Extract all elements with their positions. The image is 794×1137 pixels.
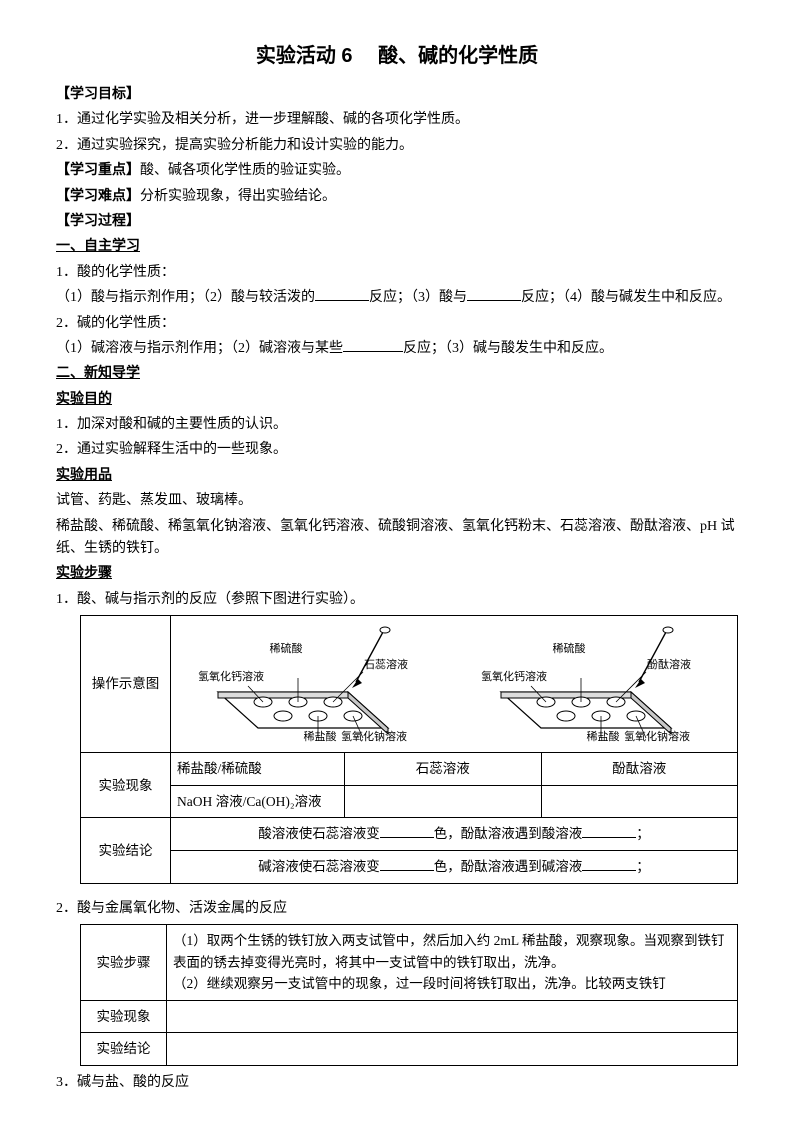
diag-label: 氢氧化钙溶液 bbox=[198, 669, 264, 683]
supplies-1: 试管、药匙、蒸发皿、玻璃棒。 bbox=[56, 490, 738, 512]
diag-label: 氢氧化钠溶液 bbox=[341, 729, 407, 743]
h2-text: 二、新知导学 bbox=[56, 366, 140, 381]
base-b: 反应；（3）碱与酸发生中和反应。 bbox=[403, 341, 613, 356]
cell-conclusion-label: 实验结论 bbox=[81, 1033, 167, 1066]
cell-litmus-header: 石蕊溶液 bbox=[345, 753, 542, 786]
supplies-2: 稀盐酸、稀硫酸、稀氢氧化钠溶液、氢氧化钙溶液、硫酸铜溶液、氢氧化钙粉末、石蕊溶液… bbox=[56, 516, 738, 561]
table-row: 操作示意图 bbox=[81, 616, 738, 753]
blank-fill[interactable] bbox=[582, 857, 636, 871]
blank-fill[interactable] bbox=[343, 338, 403, 352]
conc-b: 色，酚酞溶液遇到酸溶液 bbox=[434, 826, 583, 841]
diag-label: 酚酞溶液 bbox=[647, 657, 691, 671]
goal-item-1: 1．通过化学实验及相关分析，进一步理解酸、碱的各项化学性质。 bbox=[56, 109, 738, 131]
cell-step-content: （1）取两个生锈的铁钉放入两支试管中，然后加入约 2mL 稀盐酸，观察现象。当观… bbox=[167, 924, 738, 1000]
cell-phenomenon-label: 实验现象 bbox=[81, 1000, 167, 1033]
cell-phenomenon-label: 实验现象 bbox=[81, 753, 171, 818]
difficulty-text: 分析实验现象，得出实验结论。 bbox=[140, 189, 336, 204]
blank-fill[interactable] bbox=[315, 287, 369, 301]
base-properties: （1）碱溶液与指示剂作用；（2）碱溶液与某些 反应；（3）碱与酸发生中和反应。 bbox=[56, 338, 738, 360]
conc-f: ； bbox=[636, 859, 650, 874]
diagram-right-icon: 稀硫酸 氢氧化钙溶液 酚酞溶液 稀盐酸 氢氧化钠溶液 bbox=[471, 622, 721, 746]
document-page: 实验活动 6 酸、碱的化学性质 【学习目标】 1．通过化学实验及相关分析，进一步… bbox=[0, 0, 794, 1137]
conc-a: 酸溶液使石蕊溶液变 bbox=[258, 826, 380, 841]
diag-label: 稀盐酸 bbox=[586, 729, 619, 743]
exp-goal-1: 1．加深对酸和碱的主要性质的认识。 bbox=[56, 414, 738, 436]
diag-label: 氢氧化钠溶液 bbox=[624, 729, 690, 743]
new-knowledge-heading: 二、新知导学 bbox=[56, 363, 738, 385]
table-row: 实验现象 稀盐酸/稀硫酸 石蕊溶液 酚酞溶液 bbox=[81, 753, 738, 786]
table-row: 实验步骤 （1）取两个生锈的铁钉放入两支试管中，然后加入约 2mL 稀盐酸，观察… bbox=[81, 924, 738, 1000]
step-3: 3．碱与盐、酸的反应 bbox=[56, 1072, 738, 1094]
cell-acid-name: 稀盐酸/稀硫酸 bbox=[171, 753, 345, 786]
diag-label: 氢氧化钙溶液 bbox=[481, 669, 547, 683]
process-heading: 【学习过程】 bbox=[56, 211, 738, 233]
step-content-text: （1）取两个生锈的铁钉放入两支试管中，然后加入约 2mL 稀盐酸，观察现象。当观… bbox=[173, 933, 725, 991]
focus-text: 酸、碱各项化学性质的验证实验。 bbox=[140, 163, 350, 178]
supplies-heading: 实验用品 bbox=[56, 465, 738, 487]
table-indicator-reaction: 操作示意图 bbox=[80, 615, 738, 883]
exp-goal-2: 2．通过实验解释生活中的一些现象。 bbox=[56, 439, 738, 461]
steps-heading: 实验步骤 bbox=[56, 563, 738, 585]
step-1: 1．酸、碱与指示剂的反应（参照下图进行实验）。 bbox=[56, 589, 738, 611]
acid-b: 反应；（3）酸与 bbox=[369, 290, 467, 305]
goal-item-2: 2．通过实验探究，提高实验分析能力和设计实验的能力。 bbox=[56, 135, 738, 157]
diagram-wrapper: 稀硫酸 氢氧化钙溶液 石蕊溶液 稀盐酸 氢氧化钠溶液 bbox=[171, 622, 737, 746]
focus-line: 【学习重点】酸、碱各项化学性质的验证实验。 bbox=[56, 160, 738, 182]
table-row: 实验结论 bbox=[81, 1033, 738, 1066]
blank-fill[interactable] bbox=[582, 825, 636, 839]
diag-label: 稀硫酸 bbox=[269, 641, 302, 655]
acid-a: （1）酸与指示剂作用；（2）酸与较活泼的 bbox=[56, 290, 315, 305]
conc-d: 碱溶液使石蕊溶液变 bbox=[258, 859, 380, 874]
self-study-heading: 一、自主学习 bbox=[56, 236, 738, 258]
cell-operation-label: 操作示意图 bbox=[81, 616, 171, 753]
page-title: 实验活动 6 酸、碱的化学性质 bbox=[56, 40, 738, 72]
blank-fill[interactable] bbox=[380, 825, 434, 839]
cell-conclusion-1: 酸溶液使石蕊溶液变 色，酚酞溶液遇到酸溶液 ； bbox=[171, 818, 738, 851]
cell-blank[interactable] bbox=[345, 785, 542, 818]
cell-blank[interactable] bbox=[541, 785, 738, 818]
acid-heading: 1．酸的化学性质： bbox=[56, 262, 738, 284]
conc-c: ； bbox=[636, 826, 650, 841]
cell-diagram: 稀硫酸 氢氧化钙溶液 石蕊溶液 稀盐酸 氢氧化钠溶液 bbox=[171, 616, 738, 753]
diag-label: 稀盐酸 bbox=[303, 729, 336, 743]
exp-goal-h: 实验目的 bbox=[56, 392, 112, 407]
goal-label: 【学习目标】 bbox=[56, 87, 140, 102]
table-metal-reaction: 实验步骤 （1）取两个生锈的铁钉放入两支试管中，然后加入约 2mL 稀盐酸，观察… bbox=[80, 924, 738, 1066]
cell-blank[interactable] bbox=[167, 1000, 738, 1033]
steps-h: 实验步骤 bbox=[56, 566, 112, 581]
supplies-h: 实验用品 bbox=[56, 468, 112, 483]
goals-heading: 【学习目标】 bbox=[56, 84, 738, 106]
cell-phenol-header: 酚酞溶液 bbox=[541, 753, 738, 786]
base-heading: 2．碱的化学性质： bbox=[56, 313, 738, 335]
table-row: 实验结论 酸溶液使石蕊溶液变色，酚酞溶液遇到酸溶液； bbox=[81, 818, 738, 851]
table-row: 实验现象 bbox=[81, 1000, 738, 1033]
cell-conclusion-label: 实验结论 bbox=[81, 818, 171, 883]
exp-goal-heading: 实验目的 bbox=[56, 389, 738, 411]
step-2: 2．酸与金属氧化物、活泼金属的反应 bbox=[56, 898, 738, 920]
h1-text: 一、自主学习 bbox=[56, 239, 140, 254]
table-row: 碱溶液使石蕊溶液变 色，酚酞溶液遇到碱溶液 ； bbox=[81, 850, 738, 883]
cell-blank[interactable] bbox=[167, 1033, 738, 1066]
base-a: （1）碱溶液与指示剂作用；（2）碱溶液与某些 bbox=[56, 341, 343, 356]
cell-conclusion-2: 碱溶液使石蕊溶液变 色，酚酞溶液遇到碱溶液 ； bbox=[171, 850, 738, 883]
cell-base-name: NaOH 溶液/Ca(OH)₂溶液 bbox=[171, 785, 345, 818]
process-label: 【学习过程】 bbox=[56, 214, 140, 229]
focus-label: 【学习重点】 bbox=[56, 163, 140, 178]
cell-step-label: 实验步骤 bbox=[81, 924, 167, 1000]
acid-properties: （1）酸与指示剂作用；（2）酸与较活泼的 反应；（3）酸与 反应；（4）酸与碱发生中… bbox=[56, 287, 738, 309]
conc-e: 色，酚酞溶液遇到碱溶液 bbox=[434, 859, 583, 874]
blank-fill[interactable] bbox=[380, 857, 434, 871]
blank-fill[interactable] bbox=[467, 287, 521, 301]
difficulty-label: 【学习难点】 bbox=[56, 189, 140, 204]
diag-label: 石蕊溶液 bbox=[364, 657, 408, 671]
acid-c: 反应；（4）酸与碱发生中和反应。 bbox=[521, 290, 731, 305]
table-row: NaOH 溶液/Ca(OH)₂溶液 bbox=[81, 785, 738, 818]
diagram-left-icon: 稀硫酸 氢氧化钙溶液 石蕊溶液 稀盐酸 氢氧化钠溶液 bbox=[188, 622, 438, 746]
diag-label: 稀硫酸 bbox=[552, 641, 585, 655]
difficulty-line: 【学习难点】分析实验现象，得出实验结论。 bbox=[56, 186, 738, 208]
